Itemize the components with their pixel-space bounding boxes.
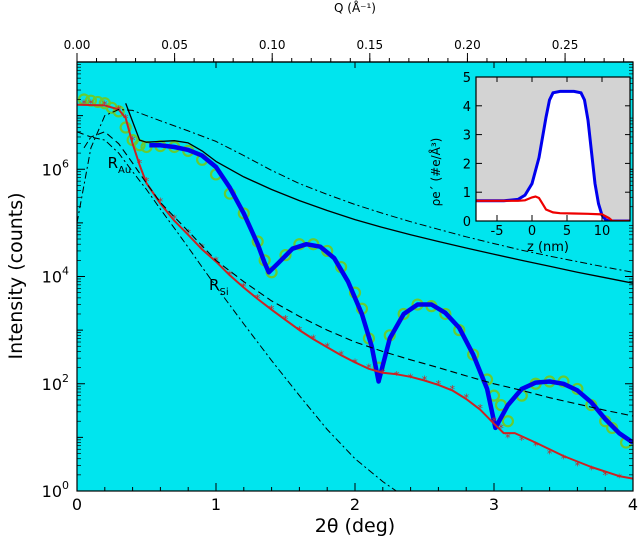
top-tick-label: 0.05 [161,38,188,52]
y-tick-label: 104 [42,265,69,287]
data-point-star: * [394,369,400,382]
data-point-star: * [602,469,608,482]
inset-series-1-line [476,195,630,221]
data-point-star: * [199,241,205,254]
data-point-star: * [575,459,581,472]
data-point-circle [501,415,514,428]
x-tick-label: 3 [489,495,499,514]
data-point-star: * [130,134,136,147]
annotation-r-au-main: R [108,154,118,172]
data-point-circle [279,249,292,262]
y-axis-title: Intensity (counts) [5,192,27,359]
data-point-circle [439,307,452,321]
x-tick-label: 1 [211,495,221,514]
inset-y-axis-title: ρe´ (#e/Å³) [428,138,443,207]
inset-x-tick-label: 0 [528,224,536,239]
x-axis-title: 2θ (deg) [315,515,395,537]
data-point-star: * [81,97,87,110]
main-series-layer: * * * ******************** * * * * * * ****** * ** **… [77,93,633,491]
annotation-r-au: RAu [108,154,132,176]
x-tick-label: 0 [72,495,82,514]
series-4-line [125,103,633,284]
top-tick-label: 0.25 [552,38,579,52]
top-tick-label: 0.15 [356,38,383,52]
inset-y-tick-label: 3 [463,129,471,144]
inset-y-tick-label: 1 [463,186,471,201]
annotation-r-si: RSi [209,276,229,298]
inset-y-tick-label: 2 [463,157,471,172]
top-axis-title: Q (Å⁻¹) [334,0,376,15]
series-7-line [83,136,398,491]
inset-x-tick-label: 10 [594,224,611,239]
annotation-r-si-main: R [209,276,219,294]
inset-x-axis-title: z (nm) [527,240,569,255]
data-point-star: * [491,415,497,428]
series-1-line [149,143,633,445]
inset-y-tick-label: 5 [463,71,471,86]
data-point-star: * [547,448,553,461]
data-point-star: * [498,422,504,435]
data-point-star: * [505,431,511,444]
data-point-circle [397,307,410,321]
y-tick-label: 106 [42,157,69,179]
y-tick-label: 100 [42,479,69,501]
data-point-star: * [589,464,595,477]
data-point-star: * [172,213,178,226]
inset-series-0-line [476,89,630,221]
inset-axes: -5 0 5 10 0 1 2 3 4 5 [463,71,630,239]
top-tick-label: 0.00 [64,38,91,52]
series-5-line [77,109,633,273]
top-tick-label: 0.20 [454,38,481,52]
data-point-star: * [408,372,414,385]
annotation-r-si-sub: Si [219,287,228,298]
inset-frame [475,76,631,222]
inset-x-tick-label: 5 [563,224,571,239]
inset-y-tick-label: 4 [463,100,471,115]
y-tick-label: 102 [42,372,69,394]
annotation-r-au-sub: Au [118,165,131,176]
inset-fill [476,91,630,221]
data-point-star: * [158,196,164,209]
data-point-circle [119,121,132,134]
series-6-line [77,131,633,417]
data-point-star: * [185,227,191,240]
data-point-circle [91,95,104,109]
x-tick-label: 2 [350,495,360,514]
inset-series-layer [476,89,630,221]
top-tick-label: 0.10 [259,38,286,52]
inset-x-tick-label: -5 [491,224,504,239]
data-point-star: * [88,97,94,110]
data-point-star: * [533,440,539,453]
x-tick-label: 4 [628,495,638,514]
inset-y-tick-label: 0 [463,215,471,230]
data-point-star: * [561,453,567,466]
data-point-star: * [616,471,622,484]
data-point-star: * [519,434,525,447]
